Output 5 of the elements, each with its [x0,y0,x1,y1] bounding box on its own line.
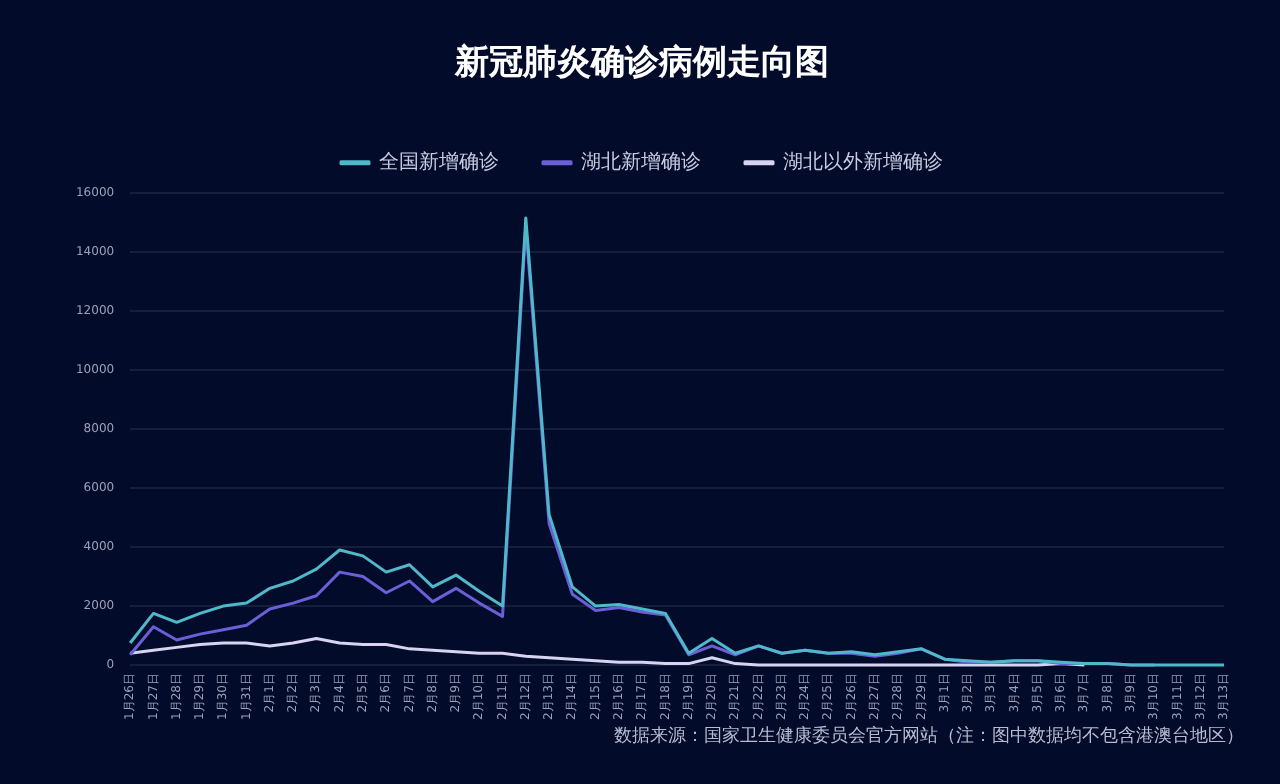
source-note: 数据来源：国家卫生健康委员会官方网站（注：图中数据均不包含港澳台地区） [614,724,1244,747]
legend-label: 湖北新增确诊 [581,149,701,174]
chart-title: 新冠肺炎确诊病例走向图 [453,43,829,84]
legend-label: 全国新增确诊 [379,149,499,174]
legend-label: 湖北以外新增确诊 [783,149,943,174]
